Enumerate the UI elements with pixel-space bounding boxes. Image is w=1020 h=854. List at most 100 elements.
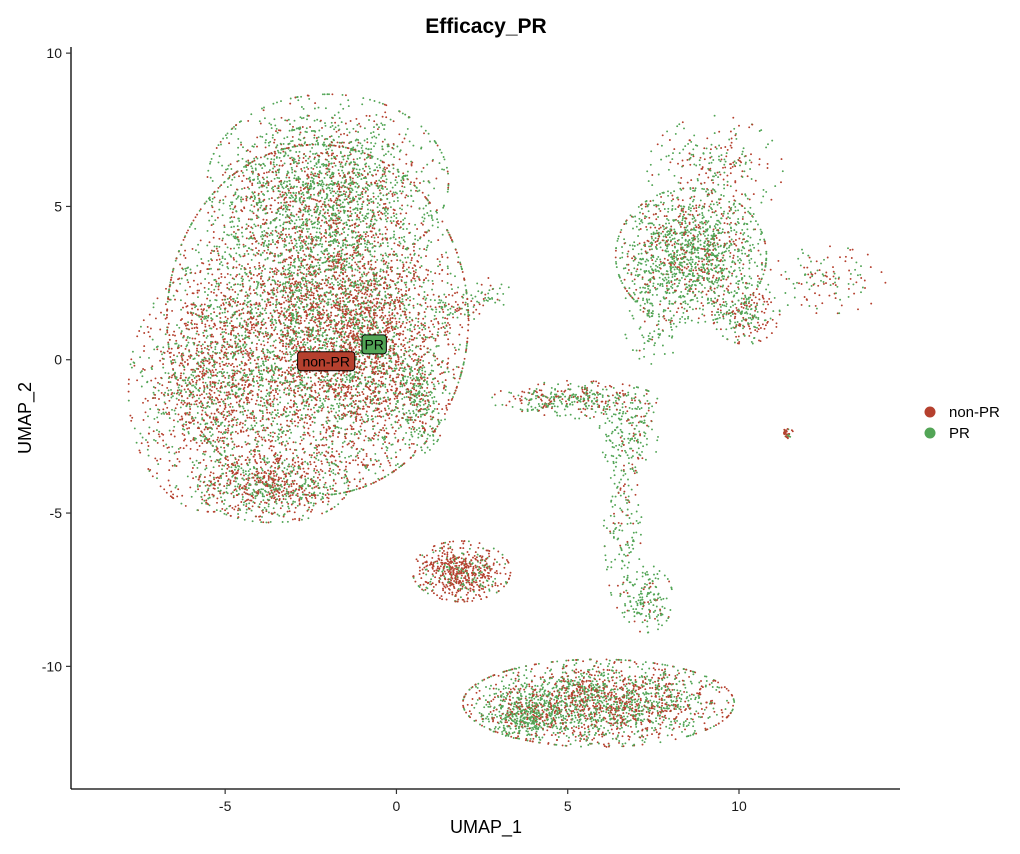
scatter-point: [640, 420, 643, 423]
scatter-point: [570, 727, 573, 729]
scatter-point: [265, 171, 268, 174]
scatter-point: [229, 397, 232, 400]
scatter-point: [625, 451, 627, 454]
scatter-point: [375, 113, 378, 116]
scatter-point: [319, 453, 322, 456]
scatter-point: [349, 376, 352, 379]
scatter-point: [792, 282, 795, 285]
scatter-point: [538, 690, 541, 693]
scatter-point: [771, 139, 774, 142]
scatter-point: [366, 324, 369, 326]
scatter-point: [217, 420, 220, 423]
scatter-point: [314, 221, 316, 224]
scatter-point: [574, 703, 577, 706]
scatter-point: [238, 253, 241, 256]
scatter-point: [438, 272, 441, 275]
scatter-point: [241, 455, 244, 457]
scatter-point: [708, 205, 711, 208]
scatter-point: [646, 625, 649, 628]
scatter-point: [520, 402, 523, 405]
scatter-point: [658, 668, 660, 671]
scatter-point: [186, 427, 189, 430]
scatter-point: [192, 422, 195, 425]
scatter-point: [734, 205, 737, 208]
scatter-point: [429, 140, 431, 143]
scatter-point: [307, 182, 310, 185]
scatter-point: [357, 283, 360, 286]
scatter-point: [285, 337, 288, 340]
scatter-point: [220, 398, 223, 401]
scatter-point: [614, 256, 617, 259]
scatter-point: [614, 504, 617, 506]
scatter-point: [533, 702, 536, 704]
scatter-point: [393, 282, 396, 285]
scatter-point: [127, 390, 130, 393]
scatter-point: [415, 189, 417, 192]
scatter-point: [324, 494, 327, 496]
scatter-point: [273, 340, 276, 343]
scatter-point: [313, 164, 316, 167]
scatter-point: [493, 558, 496, 561]
scatter-point: [668, 727, 671, 730]
scatter-point: [573, 720, 576, 723]
scatter-point: [285, 317, 288, 319]
scatter-point: [440, 299, 443, 302]
scatter-point: [175, 339, 178, 342]
scatter-point: [233, 125, 235, 128]
scatter-point: [356, 280, 359, 282]
scatter-point: [273, 141, 276, 144]
scatter-point: [628, 581, 631, 584]
scatter-point: [223, 311, 226, 314]
scatter-point: [203, 428, 206, 431]
scatter-point: [556, 405, 559, 408]
scatter-point: [293, 448, 296, 451]
scatter-point: [573, 679, 576, 682]
scatter-point: [816, 269, 819, 272]
scatter-point: [335, 344, 338, 347]
scatter-point: [590, 405, 593, 408]
scatter-point: [441, 316, 444, 319]
scatter-point: [300, 95, 303, 98]
scatter-point: [409, 329, 412, 332]
scatter-point: [486, 299, 489, 302]
scatter-point: [373, 120, 376, 123]
scatter-point: [343, 374, 346, 377]
scatter-point: [480, 598, 483, 601]
scatter-point: [314, 345, 317, 348]
scatter-point: [431, 396, 434, 399]
scatter-point: [404, 196, 407, 199]
scatter-point: [342, 141, 345, 144]
scatter-point: [360, 178, 363, 181]
scatter-point: [369, 385, 372, 388]
scatter-point: [196, 347, 198, 350]
scatter-point: [524, 697, 527, 700]
scatter-point: [731, 272, 734, 275]
scatter-point: [528, 401, 531, 404]
scatter-point: [317, 471, 320, 473]
scatter-point: [538, 741, 540, 744]
scatter-point: [729, 282, 732, 285]
scatter-point: [193, 377, 196, 379]
scatter-point: [162, 439, 165, 442]
scatter-point: [631, 399, 633, 402]
scatter-point: [483, 591, 486, 594]
scatter-point: [301, 126, 304, 128]
scatter-point: [709, 203, 712, 206]
scatter-point: [189, 285, 191, 288]
scatter-point: [600, 695, 603, 698]
scatter-point: [205, 309, 208, 312]
scatter-point: [321, 512, 324, 515]
scatter-point: [684, 321, 687, 324]
scatter-point: [399, 212, 402, 215]
scatter-point: [637, 261, 640, 264]
scatter-point: [424, 402, 427, 405]
scatter-point: [245, 396, 248, 399]
scatter-point: [213, 448, 216, 451]
scatter-point: [241, 280, 244, 283]
scatter-point: [243, 390, 246, 392]
scatter-point: [675, 695, 678, 698]
scatter-point: [296, 145, 299, 148]
scatter-point: [263, 344, 266, 347]
scatter-point: [247, 409, 250, 412]
scatter-point: [352, 444, 355, 447]
